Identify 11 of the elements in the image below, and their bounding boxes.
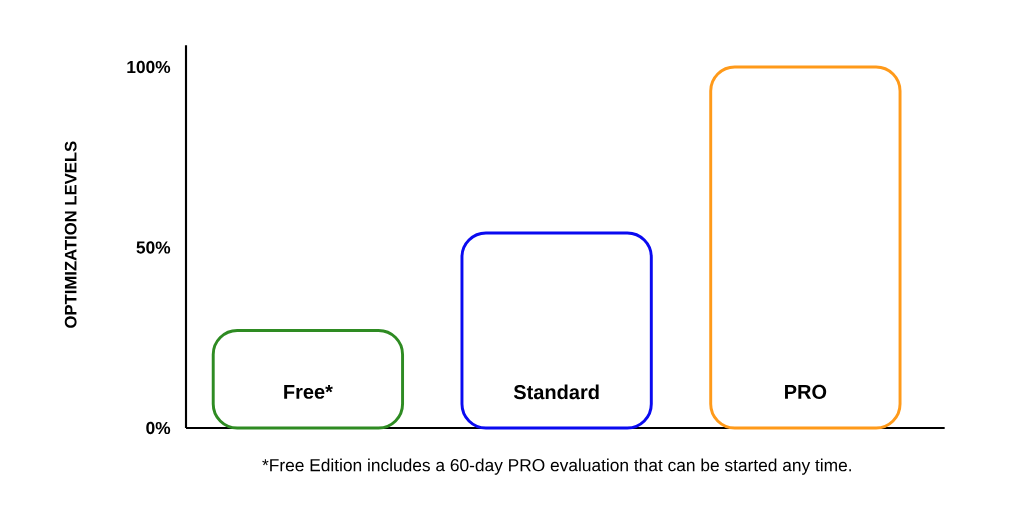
bar [709,65,902,430]
bar [460,231,653,430]
x-tick-label: Standard [513,384,599,400]
y-tick-label: 50% [136,241,171,254]
bar [211,329,405,430]
x-tick-label: Free* [284,384,333,399]
y-tick-label: 0% [146,421,171,435]
x-tick-label: PRO [785,384,827,399]
y-axis-title: OPTIMIZATION LEVELS [64,141,77,328]
text: *Free Edition includes a 60-day PRO evaluation that can be started any time. [262,458,851,475]
y-tick-label: 100% [127,60,171,74]
